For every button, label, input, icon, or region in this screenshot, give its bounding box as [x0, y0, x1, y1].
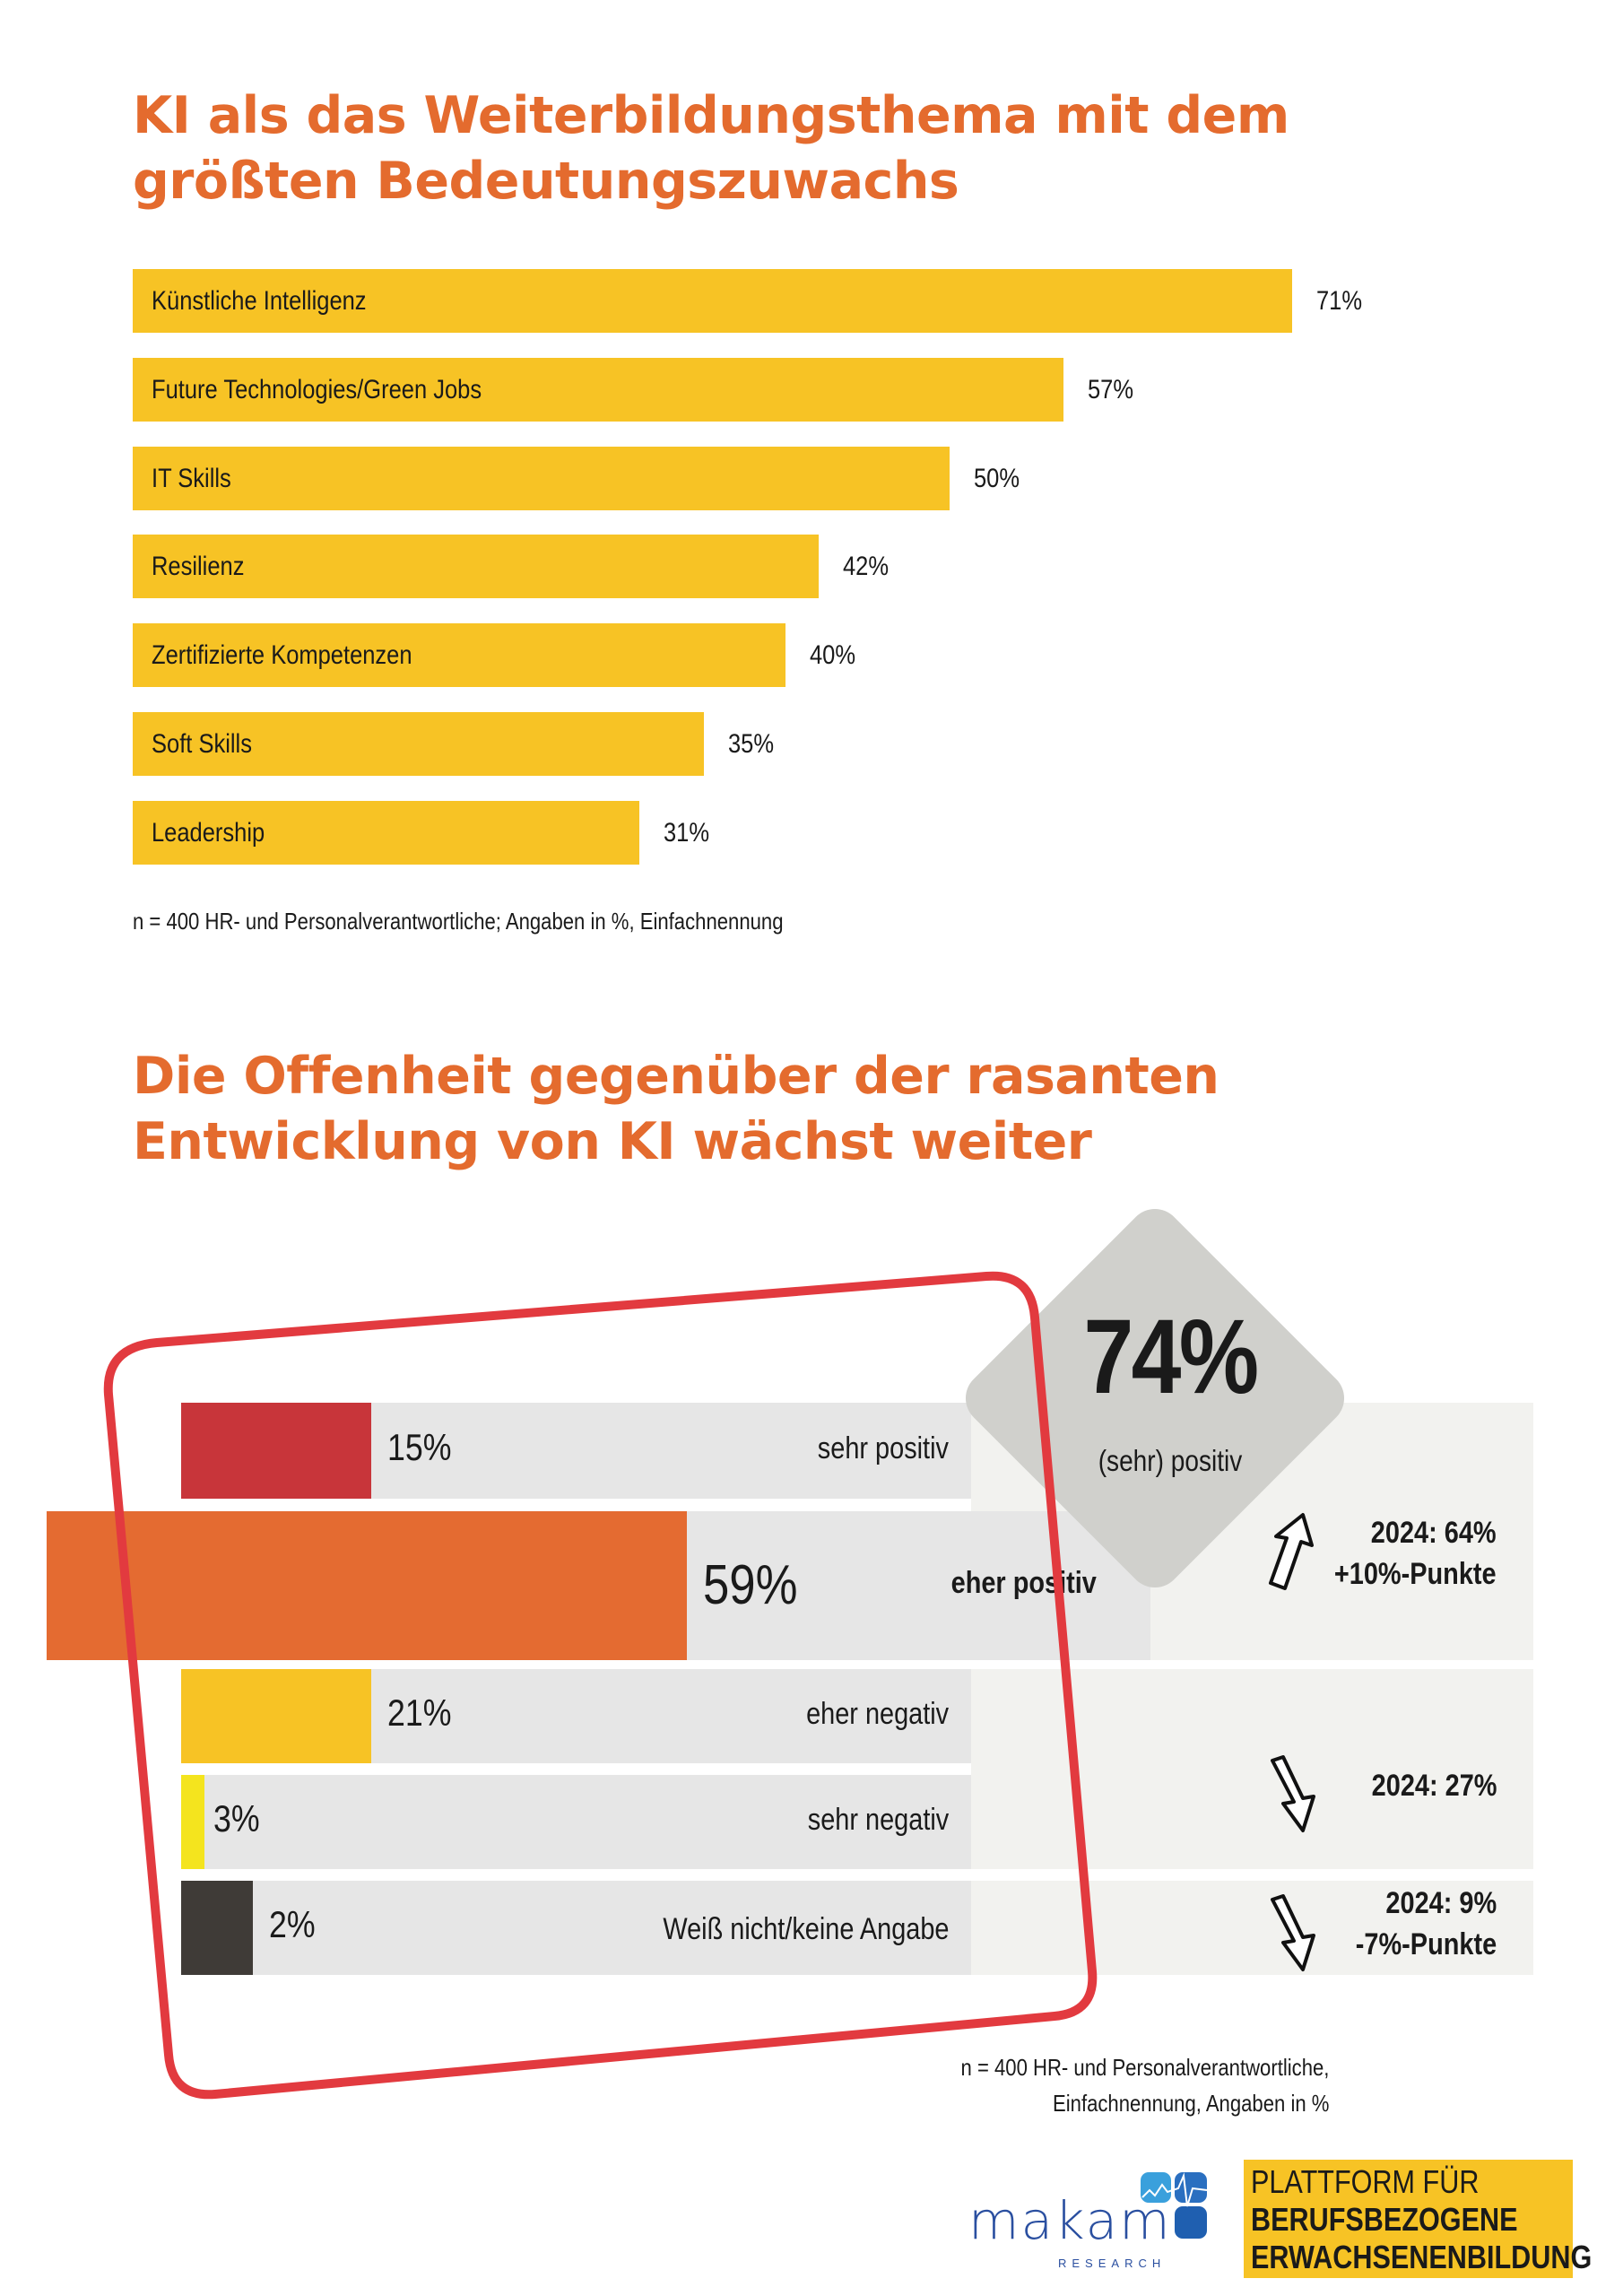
- title-line: KI als das Weiterbildungsthema mit dem: [133, 86, 1289, 145]
- arrow-down-icon: [1271, 1894, 1315, 1971]
- bar-value-label: 42%: [842, 552, 889, 582]
- makam-logo-sub: RESEARCH: [1058, 2257, 1167, 2270]
- bar: Future Technologies/Green Jobs: [133, 357, 1063, 422]
- makam-logo-mark: [1141, 2172, 1208, 2239]
- bar: Leadership: [133, 800, 639, 865]
- bar: [181, 1403, 371, 1499]
- comparison-line: +10%-Punkte: [1334, 1557, 1497, 1591]
- chart-1-title: KI als das Weiterbildungsthema mit dem g…: [133, 83, 1289, 214]
- makam-logo: makam RESEARCH: [968, 2170, 1219, 2278]
- bar-value-label: 40%: [810, 640, 856, 671]
- chart-2-note: n = 400 HR- und Personalverantwortliche,…: [960, 2049, 1329, 2121]
- bar-row: 2% Weiß nicht/keine Angabe: [181, 1881, 971, 1975]
- bar-value-label: 31%: [663, 817, 709, 848]
- bar-category-label: eher negativ: [805, 1696, 949, 1731]
- bar-value-label: 35%: [728, 729, 775, 759]
- comparison-line: 2024: 27%: [1371, 1769, 1497, 1803]
- bar-category-label: sehr positiv: [817, 1431, 949, 1465]
- highlight-label: (sehr) positiv: [1098, 1444, 1243, 1477]
- bar-row: 15% sehr positiv: [181, 1403, 971, 1499]
- bar-value-label: 15%: [387, 1425, 452, 1468]
- platform-logo: PLATTFORM FÜR BERUFSBEZOGENE ERWACHSENEN…: [1244, 2160, 1593, 2278]
- bar-value-label: 57%: [1087, 374, 1134, 404]
- arrow-up-icon: [1269, 1513, 1314, 1590]
- bar: [181, 1775, 204, 1869]
- platform-logo-line: ERWACHSENENBILDUNG: [1251, 2239, 1593, 2275]
- comparison-unknown: 2024: 9% -7%-Punkte: [1356, 1883, 1497, 1965]
- bar-value-label: 2%: [269, 1902, 316, 1945]
- bar: Soft Skills: [133, 712, 705, 776]
- comparison-panel-unknown: [971, 1881, 1533, 1975]
- makam-logo-text: makam: [968, 2190, 1172, 2251]
- bar-category-label: Soft Skills: [152, 729, 252, 759]
- chart-2-title: Die Offenheit gegenüber der rasanten Ent…: [133, 1044, 1219, 1175]
- title-line: Die Offenheit gegenüber der rasanten: [133, 1047, 1219, 1106]
- bar: Zertifizierte Kompetenzen: [133, 623, 786, 688]
- bar-category-label: Leadership: [152, 817, 265, 848]
- comparison-line: 2024: 9%: [1385, 1886, 1497, 1920]
- bar-category-label: eher positiv: [950, 1566, 1097, 1600]
- platform-logo-line: BERUFSBEZOGENE: [1251, 2201, 1518, 2238]
- title-line: größten Bedeutungszuwachs: [133, 152, 959, 211]
- bar: Resilienz: [133, 535, 819, 599]
- bar-row: 59% eher positiv: [47, 1511, 1150, 1660]
- title-line: Entwicklung von KI wächst weiter: [133, 1112, 1092, 1171]
- arrow-down-icon: [1271, 1755, 1315, 1832]
- chart-1-note: n = 400 HR- und Personalverantwortliche;…: [133, 908, 784, 935]
- bar-value-label: 3%: [213, 1796, 260, 1839]
- note-line: Einfachnennung, Angaben in %: [1052, 2090, 1329, 2117]
- bar-category-label: sehr negativ: [807, 1802, 949, 1837]
- comparison-line: 2024: 64%: [1371, 1516, 1497, 1550]
- bar-category-label: Resilienz: [152, 552, 245, 582]
- comparison-positive: 2024: 64% +10%-Punkte: [1334, 1512, 1497, 1595]
- bar-category-label: Weiß nicht/keine Angabe: [662, 1911, 949, 1946]
- platform-logo-line: PLATTFORM FÜR: [1251, 2163, 1480, 2200]
- bar-value-label: 71%: [1315, 286, 1362, 316]
- bar-category-label: Künstliche Intelligenz: [152, 286, 367, 316]
- note-line: n = 400 HR- und Personalverantwortliche,: [960, 2054, 1329, 2081]
- highlight-value: 74%: [1083, 1298, 1259, 1416]
- bar-value-label: 59%: [703, 1554, 798, 1616]
- bar-category-label: Future Technologies/Green Jobs: [152, 374, 482, 404]
- comparison-negative: 2024: 27%: [1371, 1765, 1497, 1806]
- bar-category-label: IT Skills: [152, 463, 231, 493]
- bar: Künstliche Intelligenz: [133, 269, 1292, 333]
- bar: [181, 1669, 371, 1763]
- bar-row: 3% sehr negativ: [181, 1775, 971, 1869]
- bar-value-label: 21%: [387, 1691, 452, 1734]
- bar: [47, 1511, 687, 1660]
- comparison-line: -7%-Punkte: [1355, 1927, 1497, 1961]
- bar: [181, 1881, 253, 1975]
- bar: IT Skills: [133, 446, 950, 510]
- bar-value-label: 50%: [973, 463, 1020, 493]
- bar-category-label: Zertifizierte Kompetenzen: [152, 640, 412, 671]
- bar-row: 21% eher negativ: [181, 1669, 971, 1763]
